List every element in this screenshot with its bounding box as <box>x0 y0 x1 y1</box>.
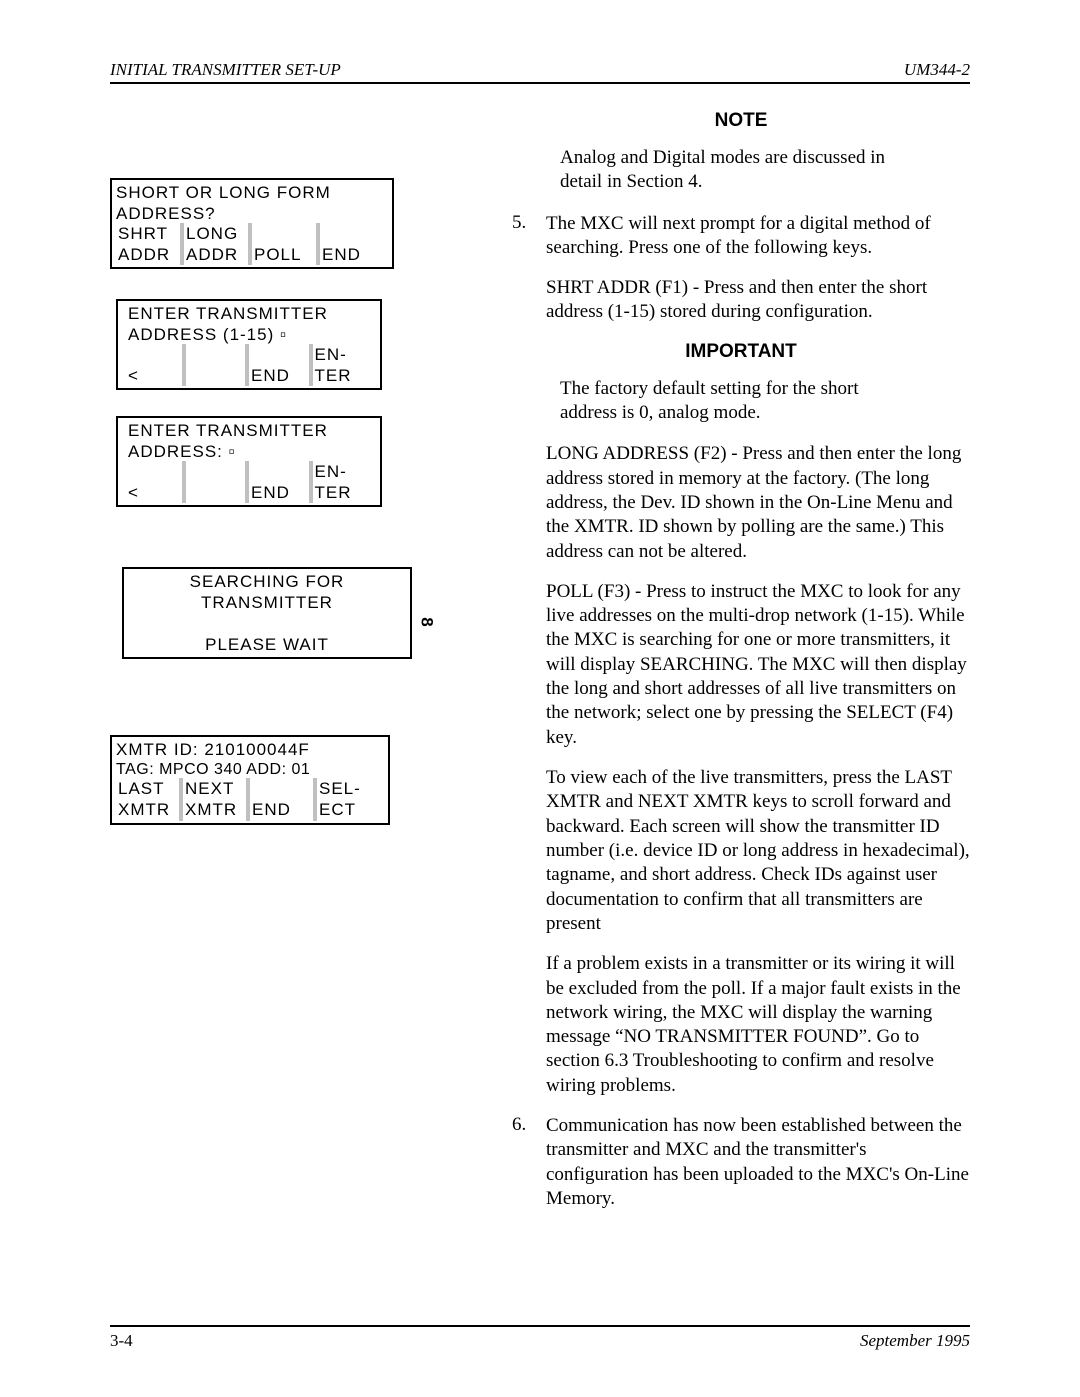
page-footer: 3-4 September 1995 <box>110 1325 970 1351</box>
footer-page: 3-4 <box>110 1331 133 1351</box>
softkey-next-xmtr: NEXTXMTR <box>183 778 250 821</box>
infinity-icon: 8 <box>418 617 435 627</box>
softkey-enter: EN-TER <box>313 344 377 387</box>
lcd-enter-short-address: ENTER TRANSMITTER ADDRESS (1-15) ▫ < END… <box>116 299 382 390</box>
softkey-long-addr: LONGADDR <box>184 223 252 266</box>
header-right: UM344-2 <box>904 60 970 80</box>
softkey-shrt-addr: SHRTADDR <box>116 223 184 266</box>
lcd-short-long-form: SHORT OR LONG FORM ADDRESS? SHRTADDR LON… <box>110 178 394 269</box>
list-number: 6. <box>512 1114 546 1211</box>
list-item-5: 5. The MXC will next prompt for a digita… <box>512 212 970 261</box>
paragraph: To view each of the live transmitters, p… <box>546 766 970 936</box>
softkey-poll: POLL <box>252 223 320 266</box>
list-number: 5. <box>512 212 546 261</box>
softkey-blank <box>186 344 250 387</box>
lcd-softkeys: < END EN-TER <box>122 461 376 504</box>
important-heading: IMPORTANT <box>512 341 970 363</box>
note-body: Analog and Digital modes are discussed i… <box>560 146 920 194</box>
softkey-blank <box>186 461 250 504</box>
page: INITIAL TRANSMITTER SET-UP UM344-2 SHORT… <box>0 0 1080 1397</box>
softkey-end: END <box>249 344 313 387</box>
lcd-line: PLEASE WAIT <box>128 634 406 655</box>
lcd-line: ENTER TRANSMITTER <box>122 420 376 441</box>
footer-date: September 1995 <box>860 1331 970 1351</box>
lcd-line: SEARCHING FOR <box>128 571 406 592</box>
lcd-line: TAG: MPCO 340 ADD: 01 <box>116 760 384 780</box>
paragraph: POLL (F3) - Press to instruct the MXC to… <box>546 580 970 750</box>
softkey-end: END <box>249 461 313 504</box>
right-column: NOTE Analog and Digital modes are discus… <box>512 108 970 1227</box>
softkey-last-xmtr: LASTXMTR <box>116 778 183 821</box>
note-heading: NOTE <box>512 110 970 132</box>
list-item-6: 6. Communication has now been establishe… <box>512 1114 970 1211</box>
content-columns: SHORT OR LONG FORM ADDRESS? SHRTADDR LON… <box>110 108 970 1227</box>
paragraph: SHRT ADDR (F1) - Press and then enter th… <box>546 276 970 325</box>
lcd-line: ADDRESS? <box>116 203 388 224</box>
softkey-enter: EN-TER <box>313 461 377 504</box>
lcd-enter-long-address: ENTER TRANSMITTER ADDRESS: ▫ < END EN-TE… <box>116 416 382 507</box>
lcd-softkeys: < END EN-TER <box>122 344 376 387</box>
important-body: The factory default setting for the shor… <box>560 377 920 425</box>
lcd-softkeys: SHRTADDR LONGADDR POLL END <box>116 223 388 266</box>
paragraph: If a problem exists in a transmitter or … <box>546 952 970 1098</box>
softkey-back: < <box>122 461 186 504</box>
lcd-xmtr-id: XMTR ID: 210100044F TAG: MPCO 340 ADD: 0… <box>110 735 390 825</box>
left-column: SHORT OR LONG FORM ADDRESS? SHRTADDR LON… <box>110 108 460 1227</box>
paragraph: LONG ADDRESS (F2) - Press and then enter… <box>546 442 970 564</box>
softkey-select: SEL-ECT <box>317 778 384 821</box>
list-body: Communication has now been established b… <box>546 1114 970 1211</box>
lcd-line: XMTR ID: 210100044F <box>116 739 384 760</box>
lcd-searching: SEARCHING FOR TRANSMITTER PLEASE WAIT 8 <box>122 567 412 659</box>
softkey-back: < <box>122 344 186 387</box>
softkey-end: END <box>250 778 317 821</box>
lcd-line: TRANSMITTER <box>128 592 406 613</box>
header-left: INITIAL TRANSMITTER SET-UP <box>110 60 341 80</box>
lcd-line: ADDRESS: ▫ <box>122 441 376 462</box>
lcd-line: ADDRESS (1-15) ▫ <box>122 324 376 345</box>
page-header: INITIAL TRANSMITTER SET-UP UM344-2 <box>110 60 970 84</box>
lcd-softkeys: LASTXMTR NEXTXMTR END SEL-ECT <box>116 778 384 821</box>
softkey-end: END <box>320 223 388 266</box>
lcd-line: ENTER TRANSMITTER <box>122 303 376 324</box>
list-body: The MXC will next prompt for a digital m… <box>546 212 970 261</box>
lcd-line: SHORT OR LONG FORM <box>116 182 388 203</box>
